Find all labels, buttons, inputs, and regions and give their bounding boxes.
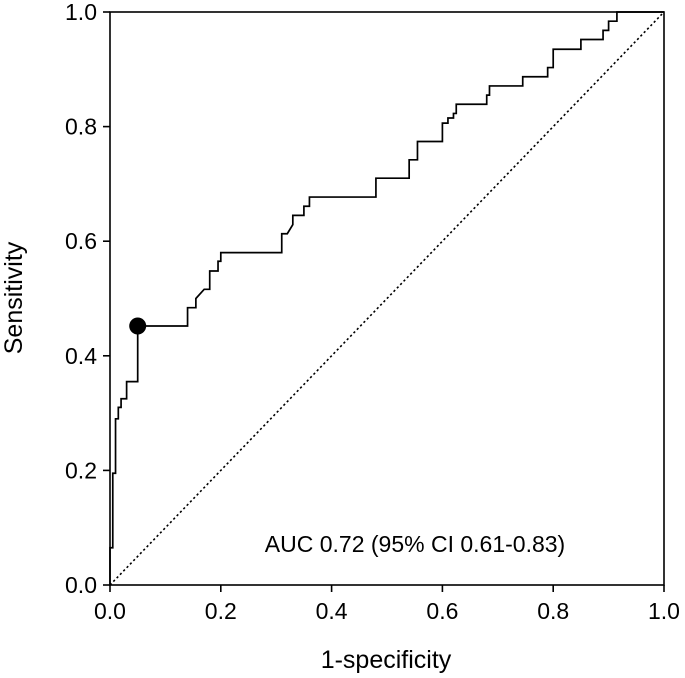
x-tick-label: 0.2 — [205, 598, 237, 624]
y-tick-label: 0.4 — [65, 343, 97, 369]
y-tick-label: 0.0 — [65, 572, 97, 598]
x-tick-label: 0.6 — [426, 598, 458, 624]
reference-diagonal-line — [109, 11, 665, 586]
auc-annotation: AUC 0.72 (95% CI 0.61-0.83) — [265, 531, 565, 557]
y-axis-title: Sensitivity — [0, 241, 28, 354]
y-tick-label: 0.6 — [65, 228, 97, 254]
x-tick-label: 0.8 — [537, 598, 569, 624]
x-axis-title: 1-specificity — [321, 646, 452, 674]
x-tick-label: 0.4 — [316, 598, 348, 624]
roc-curve-line — [109, 11, 664, 585]
y-tick-label: 1.0 — [65, 0, 97, 25]
optimal-cutoff-marker — [129, 317, 147, 335]
y-tick-label: 0.2 — [65, 457, 97, 483]
plot-area-frame — [109, 11, 665, 586]
x-tick-label: 1.0 — [648, 598, 680, 624]
x-tick-label: 0.0 — [94, 598, 126, 624]
y-tick-label: 0.8 — [65, 114, 97, 140]
